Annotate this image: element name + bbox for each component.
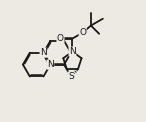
Text: N: N bbox=[47, 60, 54, 69]
Text: O: O bbox=[79, 28, 86, 37]
Text: O: O bbox=[57, 34, 64, 43]
Text: N: N bbox=[40, 48, 47, 57]
Text: S: S bbox=[68, 72, 74, 81]
Text: N: N bbox=[69, 47, 76, 56]
